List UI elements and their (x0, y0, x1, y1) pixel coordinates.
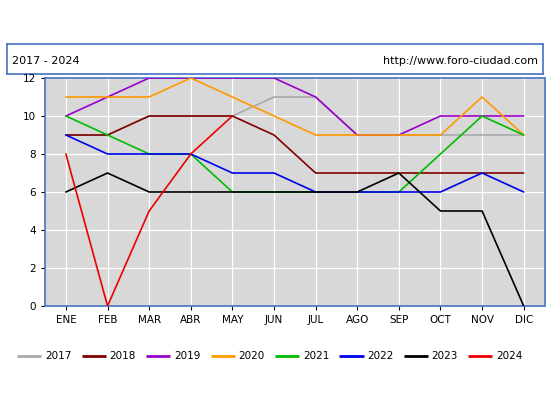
Text: 2018: 2018 (109, 351, 136, 361)
Text: 2023: 2023 (432, 351, 458, 361)
Text: 2020: 2020 (239, 351, 265, 361)
Text: 2019: 2019 (174, 351, 200, 361)
Text: 2021: 2021 (303, 351, 329, 361)
Text: 2022: 2022 (367, 351, 394, 361)
Text: 2017 - 2024: 2017 - 2024 (12, 56, 80, 66)
Text: Evolucion del paro registrado en Encina de San Silvestre: Evolucion del paro registrado en Encina … (62, 14, 488, 28)
Text: 2024: 2024 (496, 351, 522, 361)
Text: 2017: 2017 (45, 351, 72, 361)
Text: http://www.foro-ciudad.com: http://www.foro-ciudad.com (383, 56, 538, 66)
